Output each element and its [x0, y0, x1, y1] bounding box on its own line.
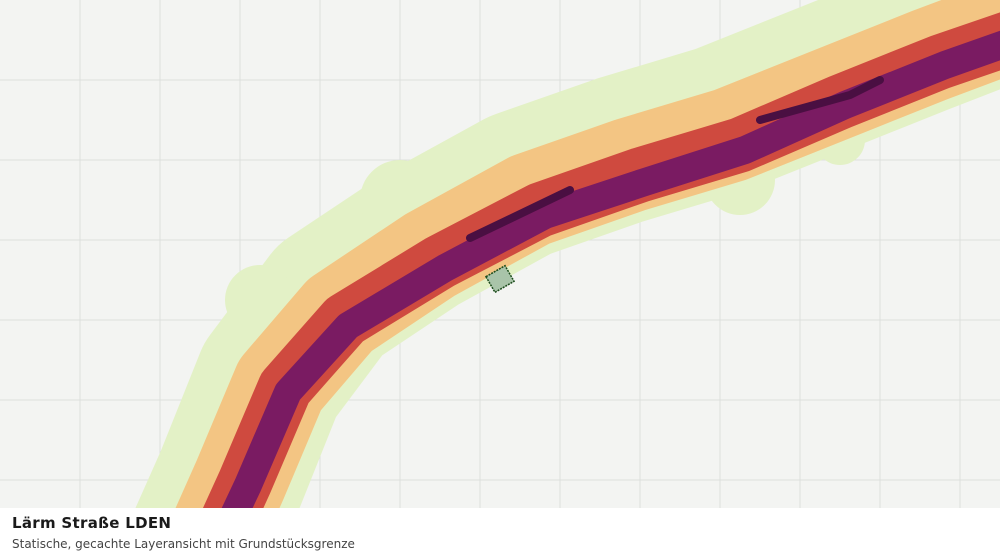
noise-bands [116, 0, 1000, 560]
noise-band-very-high [197, 30, 1000, 560]
parcel-boundary [484, 264, 516, 294]
noise-band-extreme [466, 76, 884, 242]
legend-panel: Lärm Straße LDEN Statische, gecachte Lay… [0, 508, 1000, 560]
map-subtitle: Statische, gecachte Layeransicht mit Gru… [12, 537, 355, 551]
map-title: Lärm Straße LDEN [12, 514, 172, 532]
